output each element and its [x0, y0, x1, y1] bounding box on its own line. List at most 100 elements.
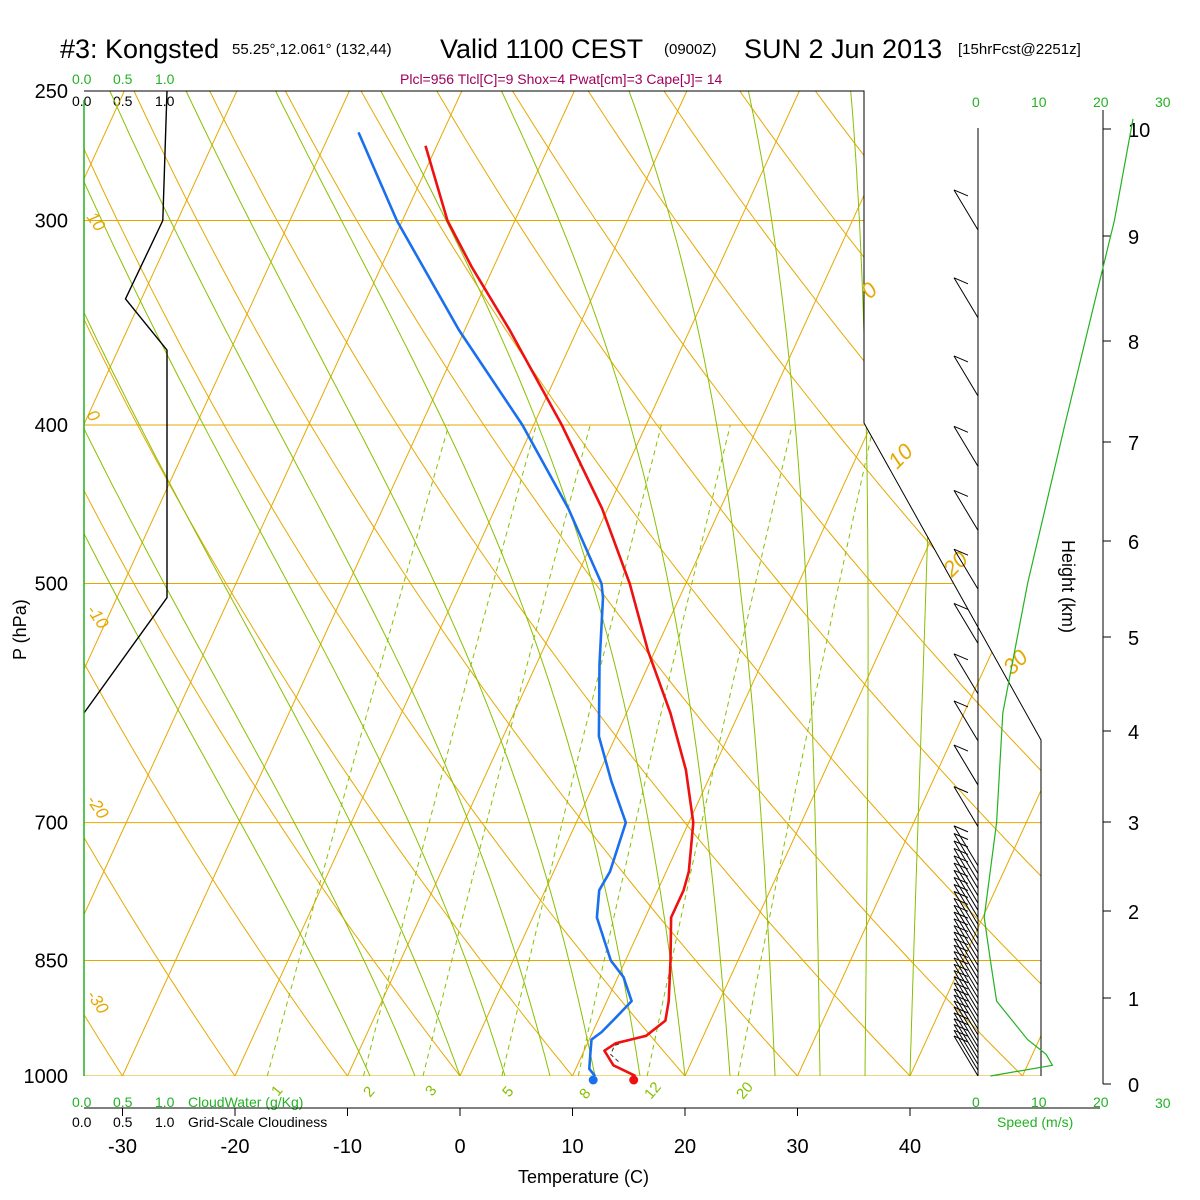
wind-barb-flag: [953, 744, 969, 752]
wind-barb-shaft: [953, 918, 979, 960]
dry-adiabat-line: [436, 91, 1041, 1076]
isotherm-label: -20: [83, 791, 113, 822]
wind-barb-shaft: [953, 982, 979, 1024]
wind-barb-shaft: [953, 877, 979, 918]
wind-barb-shaft: [953, 855, 979, 897]
dry-adiabat-label: 10: [883, 438, 919, 474]
wind-barb-flag: [953, 277, 969, 285]
wind-barb-shaft: [953, 970, 979, 1011]
wind-barb: [953, 700, 979, 742]
wind-barb: [953, 189, 979, 231]
wind-barb: [953, 938, 979, 979]
isotherm-line: [0, 91, 12, 1076]
dry-adiabat-line: [0, 91, 10, 1076]
wind-barb: [953, 425, 979, 467]
wind-barb-shaft: [953, 951, 979, 992]
wind-barb-shaft: [953, 700, 979, 742]
cloudiness-bottom-tick: 0.5: [113, 1114, 133, 1130]
wind-barb-shaft: [953, 653, 979, 695]
wind-barb: [953, 1035, 979, 1077]
moist-adiabat-line: [185, 91, 596, 1076]
wind-barb: [953, 1024, 979, 1065]
mixing-ratio-label: 12: [641, 1079, 665, 1103]
mixing-ratio-label: 5: [499, 1083, 517, 1100]
wind-barb-flag: [953, 489, 969, 497]
side-panels: [83, 90, 1134, 1077]
height-tick-label: 7: [1128, 433, 1139, 455]
temperature-tick-label: 20: [674, 1136, 696, 1158]
wind-barb-flag: [953, 1018, 969, 1026]
moist-adiabat-line: [380, 91, 686, 1076]
temperature-tick-label: 0: [454, 1136, 465, 1158]
wind-barb-flag: [953, 189, 969, 197]
wind-barb-flag: [953, 602, 969, 610]
pressure-tick-label: 250: [35, 81, 68, 103]
speed-top-tick: 20: [1093, 94, 1109, 110]
wind-barb-flag: [953, 1035, 969, 1043]
wind-barb-flag: [953, 957, 969, 965]
wind-barb: [953, 976, 979, 1018]
forecast-tag: [15hrFcst@2251z]: [958, 41, 1081, 58]
wind-barb-shaft: [953, 426, 979, 467]
dewpoint-profile-line: [357, 131, 633, 1077]
isotherm-line: [234, 91, 688, 1076]
wind-barb: [953, 548, 979, 590]
wind-barb-flag: [953, 1024, 969, 1031]
mixing-ratio-line: [501, 424, 662, 1076]
speed-bottom-tick: 30: [1155, 1095, 1171, 1111]
wind-barb-flag: [953, 700, 969, 708]
wind-barb: [953, 833, 979, 874]
wind-barb-shaft: [953, 964, 979, 1005]
wind-barb: [953, 982, 979, 1024]
mixing-ratio-line: [737, 424, 875, 1076]
dry-adiabat-line: [84, 91, 686, 1076]
wind-barb-shaft: [953, 931, 979, 973]
cloudiness-top-tick: 0.0: [72, 93, 92, 109]
isotherm-line: [84, 91, 238, 1076]
height-tick-label: 2: [1128, 902, 1139, 924]
isotherm-line: [1022, 91, 1041, 1076]
speed-top-tick: 0: [972, 94, 980, 110]
valid-date: SUN 2 Jun 2013: [744, 34, 942, 64]
wind-barb-shaft: [953, 603, 979, 644]
wind-barb-flag: [953, 1000, 969, 1008]
speed-axis-label: Speed (m/s): [997, 1114, 1073, 1130]
wind-barb: [953, 994, 979, 1036]
wind-barb-shaft: [953, 1006, 979, 1048]
parcel-path-line: [609, 1042, 622, 1062]
dry-adiabat-label: 30: [998, 644, 1034, 680]
dry-adiabat-line: [360, 91, 1041, 1076]
isotherm-label: 10: [83, 208, 110, 235]
wind-barb-flag: [953, 931, 969, 939]
wind-barb: [953, 653, 979, 695]
cloudiness-label: Grid-Scale Cloudiness: [188, 1114, 327, 1130]
cloudwater-top-tick: 1.0: [155, 71, 175, 87]
temperature-profile-line: [424, 145, 695, 1078]
wind-barb-flag: [953, 786, 969, 794]
valid-zulu: (0900Z): [664, 41, 717, 58]
wind-barb-flag: [953, 970, 969, 978]
isotherm-line: [459, 91, 913, 1076]
wind-barb-flag: [953, 994, 969, 1002]
wind-barb-flag: [953, 951, 969, 959]
wind-barb: [953, 1006, 979, 1048]
moist-adiabat-line: [747, 91, 821, 1076]
wind-barb: [953, 963, 979, 1005]
wind-barb: [953, 786, 979, 827]
dry-adiabat-line: [512, 91, 1041, 1076]
wind-barb-flag: [953, 825, 969, 833]
wind-barb-flag: [953, 925, 969, 932]
pressure-tick-label: 500: [35, 574, 68, 596]
wind-barb-shaft: [953, 1012, 979, 1054]
moist-adiabat-line: [109, 91, 551, 1076]
plot-border: [84, 90, 1042, 1076]
station-title: #3: Kongsted: [60, 34, 219, 64]
wind-barb-shaft: [953, 994, 979, 1036]
cloudwater-top-tick: 0.5: [113, 71, 133, 87]
cloudwater-bottom-legend: 0.0 0.5 1.0 CloudWater (g/Kg): [72, 1094, 303, 1110]
cloudiness-profile-line: [83, 90, 168, 714]
temperature-tick-label: 10: [561, 1136, 583, 1158]
wind-barb-flag: [953, 944, 969, 952]
speed-bottom-tick: 20: [1093, 1094, 1109, 1110]
